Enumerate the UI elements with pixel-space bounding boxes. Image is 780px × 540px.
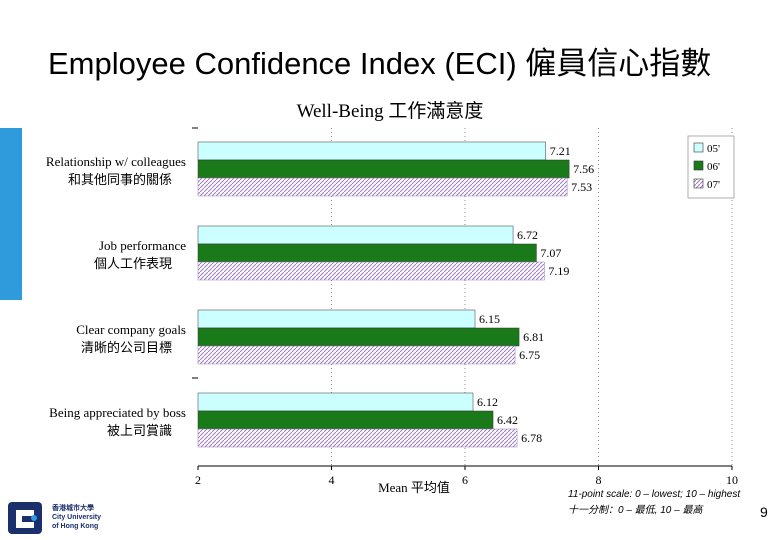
data-label: 6.15 xyxy=(479,312,500,326)
bar xyxy=(197,392,474,412)
category-label-en: Clear company goals xyxy=(76,322,186,337)
bar xyxy=(197,345,516,365)
legend-swatch xyxy=(693,178,704,189)
data-label: 7.21 xyxy=(550,144,571,158)
scale-footnote: 11-point scale: 0 – lowest; 10 – highest… xyxy=(568,487,768,519)
accent-bar xyxy=(0,128,22,300)
bar xyxy=(197,243,537,263)
bar xyxy=(197,159,570,179)
legend-label: 07' xyxy=(707,179,720,191)
x-tick-label: 8 xyxy=(596,473,602,487)
data-label: 6.72 xyxy=(517,228,538,242)
chart-title: Well-Being 工作滿意度 xyxy=(296,101,484,122)
university-logo: 香港城市大學 City University of Hong Kong xyxy=(6,498,136,538)
legend-swatch xyxy=(693,160,704,171)
legend-label: 05' xyxy=(707,143,720,155)
category-label-en: Job performance xyxy=(99,238,186,253)
bar xyxy=(197,309,476,329)
data-label: 7.19 xyxy=(548,264,569,278)
category-label-zh: 個人工作表現 xyxy=(94,256,172,271)
legend-label: 06' xyxy=(707,161,720,173)
page-number: 9 xyxy=(760,504,768,520)
bar xyxy=(197,327,520,347)
bar xyxy=(197,428,518,448)
legend: 05' 06' 07' xyxy=(687,135,735,199)
data-label: 6.42 xyxy=(497,413,518,427)
data-label: 6.81 xyxy=(523,330,544,344)
data-label: 7.53 xyxy=(571,180,592,194)
data-label: 7.56 xyxy=(573,162,594,176)
category-label-zh: 和其他同事的關係 xyxy=(68,172,172,187)
data-label: 7.07 xyxy=(540,246,561,260)
legend-swatch xyxy=(693,142,704,153)
slide-title: Employee Confidence Index (ECI) 僱員信心指數 xyxy=(48,46,712,81)
logo-text-zh: 香港城市大學 xyxy=(52,505,94,512)
bar xyxy=(197,177,568,197)
x-tick-label: 10 xyxy=(726,473,738,487)
category-label-en: Being appreciated by boss xyxy=(49,405,186,420)
category-label-en: Relationship w/ colleagues xyxy=(46,154,186,169)
data-label: 6.12 xyxy=(477,395,498,409)
category-label-zh: 被上司賞識 xyxy=(107,423,172,438)
logo-text-en-1: City University xyxy=(52,514,102,521)
data-label: 6.75 xyxy=(519,348,540,362)
scale-footnote-zh: 十一分制：0 – 最低, 10 – 最高 xyxy=(568,505,703,516)
data-label: 6.78 xyxy=(521,431,542,445)
bar xyxy=(197,141,547,161)
x-tick-label: 2 xyxy=(195,473,201,487)
x-axis-label: Mean 平均值 xyxy=(378,480,450,495)
bar xyxy=(197,261,545,281)
x-tick-label: 4 xyxy=(329,473,335,487)
category-label-zh: 清晰的公司目標 xyxy=(81,340,172,355)
x-tick-label: 6 xyxy=(462,473,468,487)
logo-text-en-2: of Hong Kong xyxy=(52,523,99,530)
university-logo-icon xyxy=(8,502,42,534)
bar xyxy=(197,225,514,245)
scale-footnote-en: 11-point scale: 0 – lowest; 10 – highest xyxy=(568,489,741,500)
bar xyxy=(197,410,494,430)
logo-text: 香港城市大學 City University of Hong Kong xyxy=(52,504,101,531)
